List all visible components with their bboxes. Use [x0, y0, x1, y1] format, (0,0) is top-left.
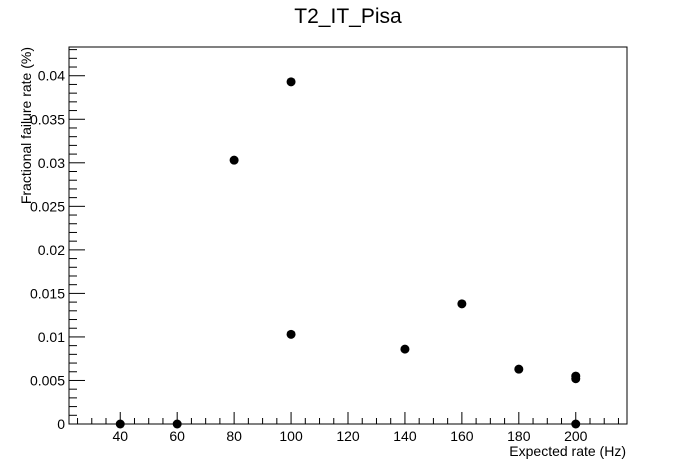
y-axis-ticks [69, 49, 85, 425]
y-tick-label: 0.025 [30, 198, 65, 214]
x-tick-label: 120 [336, 428, 360, 444]
y-tick-label: 0.005 [30, 372, 65, 388]
x-tick-label: 80 [226, 428, 242, 444]
data-point [286, 329, 296, 339]
x-tick-label: 40 [112, 428, 128, 444]
x-axis-tick-labels: 40 60 80 100 120 140 160 180 200 [112, 428, 587, 444]
data-point [571, 419, 581, 429]
x-axis-ticks [77, 412, 619, 424]
chart-title: T2_IT_Pisa [294, 5, 402, 28]
data-point [229, 155, 239, 165]
y-tick-label: 0 [57, 416, 65, 432]
plot-frame [68, 46, 628, 425]
x-tick-label: 60 [169, 428, 185, 444]
y-tick-label: 0.03 [38, 155, 65, 171]
x-tick-label: 200 [564, 428, 588, 444]
y-axis-tick-labels: 0 0.005 0.01 0.015 0.02 0.025 0.03 0.035 0.04 [30, 68, 65, 432]
x-tick-label: 140 [393, 428, 417, 444]
y-tick-label: 0.015 [30, 285, 65, 301]
x-tick-label: 180 [507, 428, 531, 444]
y-tick-label: 0.035 [30, 111, 65, 127]
data-point [286, 77, 296, 87]
x-tick-label: 160 [450, 428, 474, 444]
data-point [457, 299, 467, 309]
data-points [115, 77, 581, 429]
data-point [571, 374, 581, 384]
y-tick-label: 0.04 [38, 68, 65, 84]
data-point [172, 419, 182, 429]
y-tick-label: 0.02 [38, 242, 65, 258]
x-axis-label: Expected rate (Hz) [509, 443, 626, 459]
y-axis-label: Fractional failure rate (%) [18, 47, 34, 204]
data-point [514, 364, 524, 374]
data-point [115, 419, 125, 429]
x-tick-label: 100 [279, 428, 303, 444]
y-tick-label: 0.01 [38, 329, 65, 345]
data-point [400, 344, 410, 354]
